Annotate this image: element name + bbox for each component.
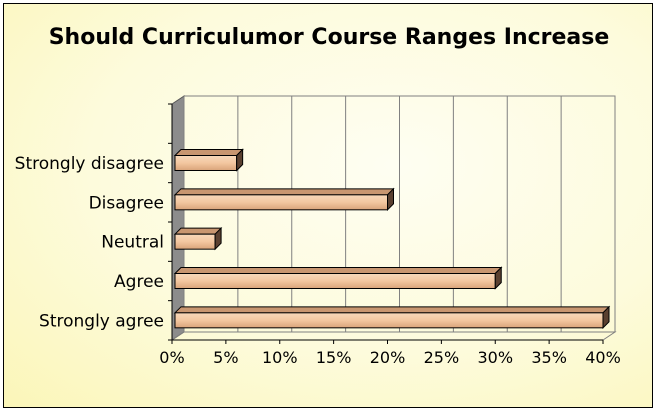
bar-side-face <box>602 305 610 330</box>
category-label: Disagree <box>89 193 164 213</box>
category-label: Strongly disagree <box>15 154 164 174</box>
bar-side-face <box>214 226 222 251</box>
category-label: Agree <box>114 272 164 292</box>
bar-side-face <box>494 266 502 290</box>
chart-title: Should Curriculumor Course Ranges Increa… <box>49 25 610 50</box>
x-tick-label: 25% <box>424 348 460 367</box>
bar <box>174 312 604 329</box>
plot-floor <box>170 331 617 341</box>
bar <box>174 273 496 289</box>
x-tick-label: 40% <box>585 348 621 367</box>
bar <box>174 194 388 211</box>
x-tick-label: 10% <box>262 348 298 367</box>
category-label: Strongly agree <box>39 311 164 331</box>
x-tick-label: 0% <box>159 348 184 367</box>
category-label: Neutral <box>101 233 164 253</box>
x-tick-label: 35% <box>531 348 567 367</box>
x-tick-label: 30% <box>477 348 513 367</box>
bar-top-face <box>173 227 223 235</box>
plot-area: 0% 5% 10% 15% 20% 25% 30% 35% 40% Strongly agree A… <box>15 95 621 367</box>
x-tick-label: 20% <box>370 348 406 367</box>
x-tick-label: 15% <box>316 348 352 367</box>
bar-top-face <box>173 306 611 314</box>
bar-top-face <box>173 149 244 156</box>
x-tick-label: 5% <box>213 348 238 367</box>
bar-top-face <box>173 188 395 196</box>
bar-side-face <box>236 148 244 172</box>
bar <box>174 233 216 250</box>
bar-top-face <box>173 267 503 274</box>
plot-side-wall <box>171 95 185 341</box>
bar <box>174 155 238 171</box>
bar-side-face <box>387 187 394 212</box>
